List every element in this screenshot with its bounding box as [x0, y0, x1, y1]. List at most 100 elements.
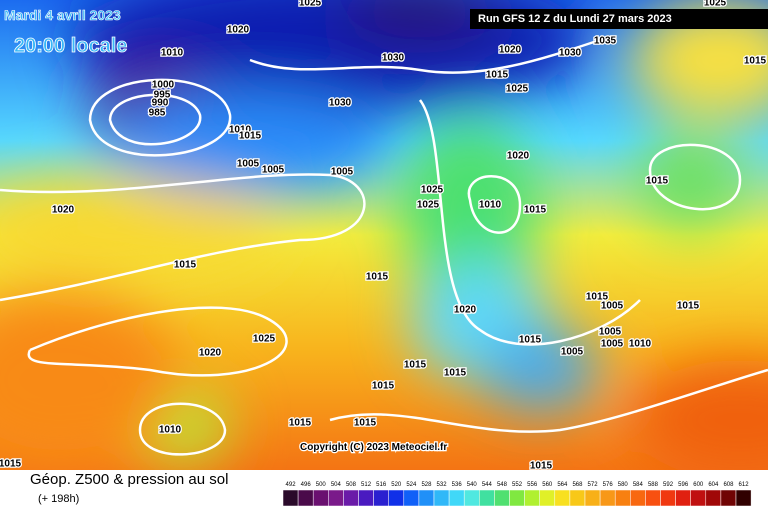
scale-label: 556: [527, 482, 538, 488]
isobar-label: 1005: [262, 165, 285, 176]
scale-cell: [690, 489, 707, 507]
scale-cell: [675, 489, 691, 507]
isobar-label: 1005: [599, 327, 622, 338]
scale-label: 516: [376, 482, 387, 488]
run-banner: [470, 9, 768, 29]
isobar-label: 1030: [559, 48, 582, 59]
isobar-label: 990: [152, 98, 169, 109]
scale-label: 608: [723, 482, 734, 488]
isobar-label: 1015: [404, 360, 427, 371]
scale-cell: [282, 489, 299, 507]
isobar-label: 1015: [530, 461, 553, 472]
scale-label: 604: [708, 482, 719, 488]
isobar-label: 1015: [646, 176, 669, 187]
scale-cell: [448, 489, 465, 507]
scale-label: 512: [361, 482, 372, 488]
isobar-label: 1010: [479, 200, 502, 211]
scale-label: 532: [437, 482, 448, 488]
isobar-label: 1030: [329, 98, 352, 109]
isobar-label: 1015: [486, 70, 509, 81]
isobar-label: 1015: [677, 301, 700, 312]
isobar-label: 1005: [601, 339, 624, 350]
isobar-label: 1015: [0, 459, 22, 470]
scale-cell: [433, 489, 450, 507]
isobar-label: 1020: [199, 348, 222, 359]
isobar-label: 1015: [174, 260, 197, 271]
isobar-label: 1025: [253, 334, 276, 345]
copyright: Copyright (C) 2023 Meteociel.fr: [300, 442, 447, 453]
scale-label: 496: [301, 482, 312, 488]
scale-label: 528: [421, 482, 432, 488]
isobar-label: 1020: [507, 151, 530, 162]
isobar-label: 1005: [331, 167, 354, 178]
scale-cell: [735, 489, 752, 507]
scale-cell: [614, 489, 631, 507]
isobar-label: 1030: [382, 53, 405, 64]
scale-cell: [418, 489, 435, 507]
scale-cell: [509, 489, 525, 507]
scale-cell: [554, 489, 571, 507]
scale-label: 492: [286, 482, 297, 488]
scale-cell: [645, 489, 661, 507]
scale-label: 592: [663, 482, 674, 488]
scale-label: 596: [678, 482, 689, 488]
scale-label: 552: [512, 482, 523, 488]
isobar-label: 1025: [704, 0, 727, 9]
scale-cell: [343, 489, 359, 507]
isobar-label: 1010: [161, 48, 184, 59]
scale-cell: [599, 489, 616, 507]
isobar-label: 995: [154, 90, 171, 101]
scale-cell: [328, 489, 344, 507]
scale-cell: [403, 489, 420, 507]
scale-cell: [584, 489, 601, 507]
scale-label: 548: [497, 482, 508, 488]
isobar-label: 1035: [594, 36, 617, 47]
isobar-label: 1015: [354, 418, 377, 429]
run-info: Run GFS 12 Z du Lundi 27 mars 2023: [478, 13, 672, 25]
scale-label: 568: [572, 482, 583, 488]
isobar-label: 1015: [239, 131, 262, 142]
isobar-label: 1025: [421, 185, 444, 196]
isobar-label: 1020: [227, 25, 250, 36]
scale-cell: [358, 489, 374, 507]
isobar-label: 1015: [366, 272, 389, 283]
scale-cell: [630, 489, 646, 507]
isobars: [0, 38, 768, 456]
isobar-label: 1015: [744, 56, 767, 67]
isobar-label: 1015: [524, 205, 547, 216]
scale-label: 600: [693, 482, 704, 488]
isobar-label: 1025: [417, 200, 440, 211]
scale-label: 560: [542, 482, 553, 488]
scale-cell: [539, 489, 556, 507]
isobar-label: 1020: [454, 305, 477, 316]
scale-label: 504: [331, 482, 342, 488]
scale-label: 536: [452, 482, 463, 488]
scale-cell: [388, 489, 405, 507]
isobar-label: 1010: [229, 125, 252, 136]
isobar-label: 985: [149, 108, 166, 119]
isobar-label: 1025: [299, 0, 322, 9]
scale-label: 508: [346, 482, 357, 488]
isobar-label: 1015: [519, 335, 542, 346]
time: 20:00 locale: [14, 35, 127, 57]
isobar-label: 1000: [152, 80, 175, 91]
scale-cell: [479, 489, 495, 507]
isobar-label: 1010: [629, 339, 652, 350]
scale-label: 580: [618, 482, 629, 488]
scale-label: 540: [467, 482, 478, 488]
scale-cell: [312, 489, 329, 507]
isobar-label: 1015: [444, 368, 467, 379]
isobar-label: 1005: [601, 301, 624, 312]
date: Mardi 4 avril 2023: [4, 7, 121, 23]
scale-label: 576: [603, 482, 614, 488]
scale-label: 520: [391, 482, 402, 488]
scale-cell: [660, 489, 676, 507]
scale-cell: [297, 489, 314, 507]
scale-label: 612: [739, 482, 750, 488]
scale-cell: [720, 489, 737, 507]
scale-label: 564: [557, 482, 568, 488]
isobar-label: 1005: [237, 159, 260, 170]
isobar-label: 1015: [372, 381, 395, 392]
